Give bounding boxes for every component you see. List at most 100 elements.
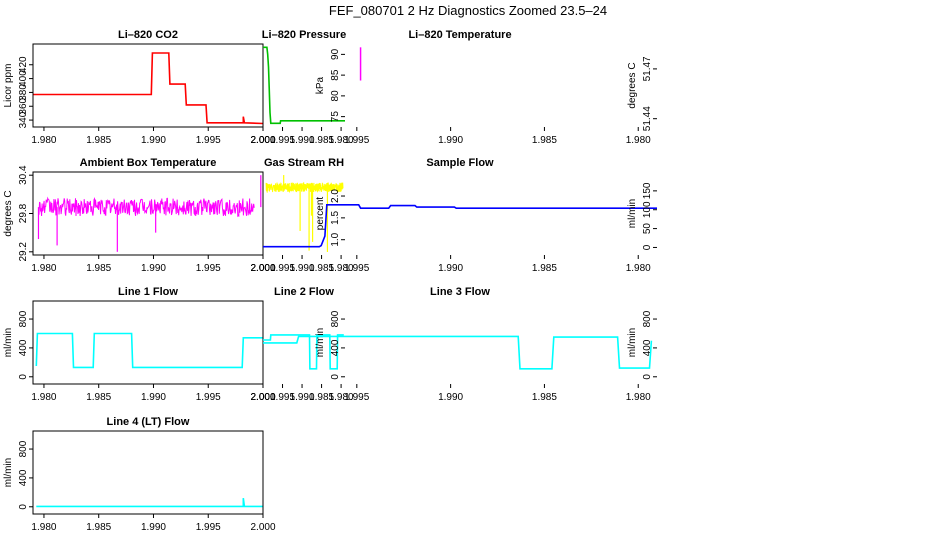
co2-y-tick-label-4: 420 <box>18 56 29 73</box>
chart-ambient: Ambient Box Temperature 1.980 1.985 1.990 1.… <box>3 157 276 274</box>
line3-series-line <box>263 335 653 370</box>
pressure-series-line <box>263 46 345 125</box>
chart-temperature: Li–820 Temperature1.9801.9851.9901.9952.… <box>250 29 657 146</box>
line1-x-tick-label-2: 1.990 <box>141 392 166 403</box>
co2-ylabel: Licor ppm <box>3 64 14 108</box>
line4-x-tick-label-3: 1.995 <box>196 522 221 533</box>
line2-y-tick-label-0: 0 <box>330 374 341 380</box>
line1-x-tick-label-1: 1.985 <box>86 392 111 403</box>
co2-series-line <box>33 52 264 125</box>
pressure-x-tick-label-4: 2.000 <box>250 135 275 146</box>
sample-x-tick-label-4: 2.000 <box>250 263 275 274</box>
co2-y-tick-label-3: 400 <box>18 70 29 87</box>
sample-title: Sample Flow <box>426 157 494 169</box>
ambient-series-line <box>38 196 255 218</box>
temperature-y-tick-label-1: 51.47 <box>642 56 653 81</box>
co2-x-tick-label-3: 1.995 <box>196 135 221 146</box>
pressure-ylabel: kPa <box>315 76 326 94</box>
line2-y-tick-label-1: 400 <box>330 339 341 356</box>
line2-series-line <box>263 334 344 370</box>
line3-x-tick-label-2: 1.990 <box>438 392 463 403</box>
pressure-title: Li–820 Pressure <box>262 29 346 41</box>
line3-ylabel: ml/min <box>627 328 638 357</box>
rh-y-tick-label-2: 2.0 <box>330 189 341 203</box>
co2-x-tick-label-0: 1.980 <box>31 135 56 146</box>
line2-title: Line 2 Flow <box>274 286 334 298</box>
temperature-y-tick-label-0: 51.44 <box>642 106 653 131</box>
line4-ylabel: ml/min <box>3 458 14 487</box>
rh-x-tick-label-4: 2.000 <box>250 263 275 274</box>
line2-x-tick-label-1: 1.985 <box>309 392 334 403</box>
co2-y-tick-label-2: 380 <box>18 84 29 101</box>
temperature-x-tick-label-0: 1.980 <box>626 135 651 146</box>
sample-x-tick-label-3: 1.995 <box>344 263 369 274</box>
line1-title: Line 1 Flow <box>118 286 178 298</box>
line4-y-tick-label-2: 800 <box>18 440 29 457</box>
line3-y-tick-label-1: 400 <box>642 339 653 356</box>
line4-y-tick-label-1: 400 <box>18 469 29 486</box>
rh-x-tick-label-2: 1.990 <box>290 263 315 274</box>
rh-series-line <box>265 182 344 194</box>
line3-title: Line 3 Flow <box>430 286 490 298</box>
line4-x-tick-label-1: 1.985 <box>86 522 111 533</box>
line4-title: Line 4 (LT) Flow <box>107 416 190 428</box>
line3-y-tick-label-2: 800 <box>642 310 653 327</box>
pressure-x-tick-label-2: 1.990 <box>290 135 315 146</box>
line1-plot-frame <box>32 300 264 385</box>
line1-y-tick-label-1: 400 <box>18 339 29 356</box>
rh-ylabel: percent <box>315 197 326 231</box>
co2-plot-frame <box>32 43 264 128</box>
rh-y-tick-label-1: 1.5 <box>330 210 341 224</box>
temperature-x-tick-label-2: 1.990 <box>438 135 463 146</box>
chart-line3: Line 3 Flow1.9801.9851.9901.9952.0000400… <box>250 286 657 403</box>
rh-title: Gas Stream RH <box>264 157 344 169</box>
ambient-y-tick-label-0: 29.2 <box>18 242 29 262</box>
sample-series-line <box>263 204 657 248</box>
temperature-x-tick-label-3: 1.995 <box>344 135 369 146</box>
line2-y-tick-label-2: 800 <box>330 310 341 327</box>
co2-y-tick-label-0: 340 <box>18 111 29 128</box>
line2-x-tick-label-4: 2.000 <box>250 392 275 403</box>
pressure-y-tick-label-2: 85 <box>330 69 341 81</box>
sample-x-tick-label-2: 1.990 <box>438 263 463 274</box>
line1-x-tick-label-0: 1.980 <box>31 392 56 403</box>
pressure-x-tick-label-0: 1.980 <box>329 135 354 146</box>
line1-series-line <box>35 332 263 369</box>
co2-x-tick-label-2: 1.990 <box>141 135 166 146</box>
co2-title: Li–820 CO2 <box>118 29 178 41</box>
chart-line4: Line 4 (LT) Flow 1.980 1.985 1.990 1.995 2.00… <box>3 416 276 533</box>
sample-y-tick-label-0: 0 <box>642 244 653 250</box>
pressure-x-tick-label-1: 1.985 <box>309 135 334 146</box>
line1-y-tick-label-2: 800 <box>18 310 29 327</box>
line3-x-tick-label-4: 2.000 <box>250 392 275 403</box>
co2-y-tick-label-1: 360 <box>18 97 29 114</box>
ambient-y-tick-label-2: 30.4 <box>18 165 29 185</box>
line1-x-tick-label-4: 2.000 <box>250 392 275 403</box>
line2-x-tick-label-2: 1.990 <box>290 392 315 403</box>
line1-x-tick-label-3: 1.995 <box>196 392 221 403</box>
line4-x-tick-label-2: 1.990 <box>141 522 166 533</box>
ambient-y-tick-label-1: 29.8 <box>18 203 29 223</box>
rh-x-tick-label-0: 1.980 <box>329 263 354 274</box>
line3-x-tick-label-0: 1.980 <box>626 392 651 403</box>
line1-ylabel: ml/min <box>3 328 14 357</box>
rh-x-tick-label-1: 1.985 <box>309 263 334 274</box>
rh-y-tick-label-0: 1.0 <box>330 232 341 246</box>
ambient-x-tick-label-4: 2.000 <box>250 263 275 274</box>
temperature-x-tick-label-1: 1.985 <box>532 135 557 146</box>
sample-y-tick-label-3: 150 <box>642 182 653 199</box>
line2-x-tick-label-0: 1.980 <box>329 392 354 403</box>
pressure-y-tick-label-3: 90 <box>330 48 341 60</box>
temperature-x-tick-label-4: 2.000 <box>250 135 275 146</box>
ambient-x-tick-label-2: 1.990 <box>141 263 166 274</box>
line4-series-line <box>36 497 263 508</box>
rh-x-tick-label-3: 1.995 <box>270 263 295 274</box>
ambient-x-tick-label-3: 1.995 <box>196 263 221 274</box>
co2-x-tick-label-4: 2.000 <box>250 135 275 146</box>
ambient-title: Ambient Box Temperature <box>80 157 217 169</box>
temperature-ylabel: degrees C <box>627 62 638 108</box>
co2-x-tick-label-1: 1.985 <box>86 135 111 146</box>
pressure-y-tick-label-0: 75 <box>330 111 341 123</box>
